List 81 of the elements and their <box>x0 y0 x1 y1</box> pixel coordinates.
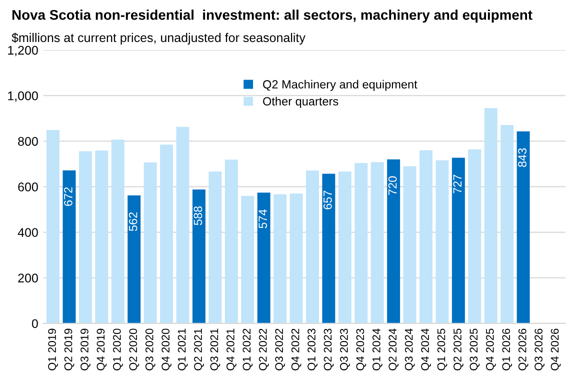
data-label: 720 <box>388 176 397 195</box>
bar <box>500 124 514 324</box>
x-tick-label: Q3 2019 <box>80 328 90 370</box>
y-tick-label: 1,000 <box>8 91 38 102</box>
legend-label: Q2 Machinery and equipment <box>263 80 418 91</box>
y-tick-label: 600 <box>18 182 38 192</box>
data-label: 562 <box>128 212 138 232</box>
bar <box>46 130 60 324</box>
bar <box>257 192 270 324</box>
x-tick-label: Q2 2021 <box>194 328 204 370</box>
bar <box>95 150 108 324</box>
bar <box>370 162 384 324</box>
x-tick-label: Q1 2022 <box>242 328 253 370</box>
bar <box>176 126 190 324</box>
y-tick-label: 200 <box>18 274 38 282</box>
bar <box>241 196 254 324</box>
x-tick-label: Q1 2026 <box>502 328 512 370</box>
x-tick-label: Q2 2026 <box>518 328 528 370</box>
x-tick-label: Q2 2025 <box>454 328 464 370</box>
x-tick-label: Q1 2019 <box>48 328 58 370</box>
y-tick-label: 1,200 <box>8 46 38 56</box>
bar <box>484 108 498 324</box>
y-tick-label: 400 <box>18 228 38 237</box>
bar <box>516 131 530 324</box>
x-tick-label: Q3 2022 <box>275 328 286 370</box>
x-tick-label: Q4 2026 <box>550 328 561 370</box>
bar <box>354 163 368 324</box>
bar <box>111 140 124 324</box>
y-tick-label: 800 <box>18 136 38 146</box>
bar <box>436 160 449 324</box>
data-label: 843 <box>518 148 526 167</box>
x-tick-label: Q3 2021 <box>210 328 220 370</box>
x-tick-label: Q2 2024 <box>388 328 399 370</box>
x-tick-label: Q3 2023 <box>340 328 350 370</box>
data-label: 588 <box>194 206 202 226</box>
bar <box>128 195 141 324</box>
data-label: 574 <box>258 209 267 228</box>
x-tick-label: Q4 2025 <box>486 328 496 370</box>
x-tick-label: Q2 2022 <box>258 328 269 370</box>
legend-label: Other quarters <box>263 96 338 108</box>
x-tick-label: Q4 2020 <box>162 328 172 370</box>
data-label: 672 <box>64 187 72 206</box>
bar <box>192 189 206 324</box>
x-tick-label: Q1 2025 <box>437 328 448 370</box>
x-tick-label: Q4 2022 <box>291 328 302 370</box>
x-tick-label: Q4 2024 <box>421 328 431 370</box>
bar <box>468 149 482 324</box>
x-tick-label: Q1 2023 <box>308 328 318 370</box>
chart-subtitle: $millions at current prices, unadjusted for seasonality <box>12 32 306 45</box>
x-tick-label: Q1 2020 <box>112 328 123 370</box>
x-tick-label: Q2 2020 <box>129 328 140 370</box>
bar <box>403 166 416 324</box>
bar <box>322 174 336 324</box>
x-tick-label: Q3 2024 <box>404 328 415 370</box>
x-tick-label: Q1 2021 <box>178 328 188 370</box>
x-tick-label: Q2 2019 <box>64 328 74 370</box>
data-label: 657 <box>324 190 332 210</box>
chart-title: Nova Scotia non-residential investment: all sectors, machinery and equipment <box>12 10 532 23</box>
x-tick-label: Q3 2026 <box>534 328 544 370</box>
bar <box>160 144 174 324</box>
x-tick-label: Q4 2019 <box>96 328 107 370</box>
x-tick-label: Q4 2021 <box>226 328 236 370</box>
x-tick-label: Q4 2023 <box>356 328 366 370</box>
bar <box>208 171 222 324</box>
bar <box>224 160 238 324</box>
y-tick-label: 0 <box>32 319 38 328</box>
bar <box>452 158 465 324</box>
bar <box>144 162 157 324</box>
bar <box>274 194 287 324</box>
bar <box>62 170 76 324</box>
bar <box>338 171 352 324</box>
x-tick-label: Q2 2023 <box>324 328 334 370</box>
bar <box>420 150 432 324</box>
bar <box>290 194 303 324</box>
x-tick-label: Q3 2020 <box>145 328 156 370</box>
bar <box>78 151 92 324</box>
data-label: 727 <box>453 174 462 194</box>
x-tick-label: Q1 2024 <box>372 328 382 370</box>
x-tick-label: Q3 2025 <box>470 328 480 370</box>
bar <box>306 170 319 324</box>
bar <box>387 159 400 324</box>
